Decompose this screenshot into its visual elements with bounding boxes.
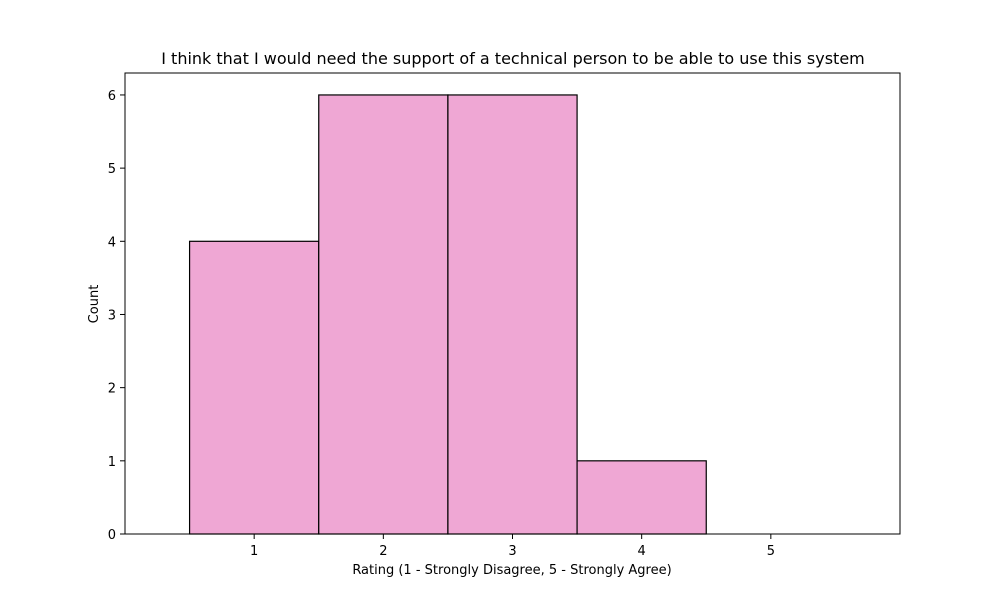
y-axis-ticks: 0 1 2 3 4 5 6 xyxy=(108,89,125,543)
y-tick-label-0: 0 xyxy=(108,528,116,543)
bar-1 xyxy=(188,240,320,535)
y-tick-label-2: 2 xyxy=(108,382,116,397)
x-tick-label-5: 5 xyxy=(767,544,775,559)
x-axis-label: Rating (1 - Strongly Disagree, 5 - Stron… xyxy=(352,563,671,578)
bar-4 xyxy=(576,460,707,535)
chart-title: I think that I would need the support of… xyxy=(161,49,865,68)
x-tick-label-1: 1 xyxy=(250,544,258,559)
y-tick-label-6: 6 xyxy=(108,89,116,104)
y-tick-label-1: 1 xyxy=(108,455,116,470)
x-tick-label-2: 2 xyxy=(379,544,387,559)
y-tick-label-5: 5 xyxy=(108,162,116,177)
x-axis-ticks: 1 2 3 4 5 xyxy=(250,534,775,559)
y-tick-label-3: 3 xyxy=(108,308,116,323)
x-tick-label-4: 4 xyxy=(638,544,646,559)
y-axis-label: Count xyxy=(87,285,102,324)
bar-2 xyxy=(318,94,449,535)
x-tick-label-3: 3 xyxy=(508,544,516,559)
y-tick-label-4: 4 xyxy=(108,235,116,250)
bars-group xyxy=(188,94,707,535)
bar-3 xyxy=(447,94,578,535)
